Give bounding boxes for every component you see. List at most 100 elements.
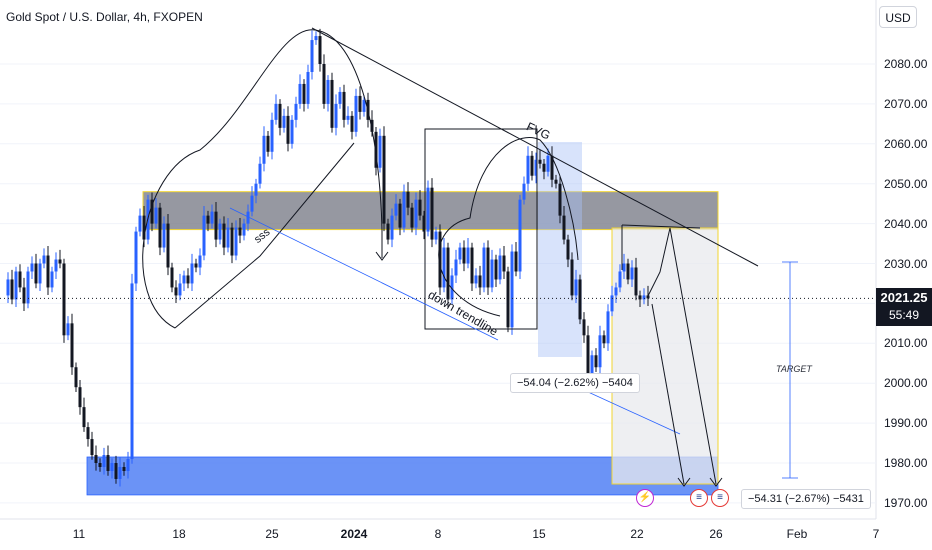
candle-body <box>142 215 146 240</box>
candle-body <box>86 427 90 440</box>
candle-body <box>98 463 102 467</box>
candle-body <box>638 295 642 300</box>
candle-body <box>6 279 10 296</box>
lightning-event-icon[interactable]: ⚡ <box>636 489 654 507</box>
candle-body <box>202 215 206 256</box>
measure-label-1[interactable]: −54.04 (−2.62%) −5404 <box>510 373 640 393</box>
pattern-curve-1 <box>142 29 383 329</box>
candle-body <box>530 155 534 176</box>
candle-body <box>506 271 510 328</box>
sss-line <box>174 142 355 329</box>
price-label: 2000.00 <box>884 376 928 391</box>
candle-body <box>414 199 418 228</box>
candle-body <box>110 463 114 471</box>
candle-body <box>574 279 578 296</box>
projection-path-2 <box>651 303 685 485</box>
candle-body <box>258 163 262 184</box>
candle-body <box>50 271 54 288</box>
price-label: 2080.00 <box>884 57 928 71</box>
price-label: 2040.00 <box>884 216 928 231</box>
candle-body <box>278 103 282 128</box>
candle-body <box>426 187 430 232</box>
candle-body <box>274 103 278 120</box>
candle-body <box>62 263 66 336</box>
candle-body <box>166 223 170 268</box>
candle-body <box>42 255 46 264</box>
candle-body <box>430 187 434 240</box>
bar-countdown: 55:49 <box>888 308 920 322</box>
candle-body <box>486 247 490 288</box>
candle-body <box>30 263 34 272</box>
candle-body <box>186 275 190 284</box>
us-flag-event-icon-2[interactable]: ≡ <box>711 489 729 507</box>
candle-body <box>298 83 302 104</box>
candle-body <box>446 247 450 300</box>
price-label: 1970.00 <box>884 495 928 510</box>
currency-button[interactable]: USD <box>879 6 917 28</box>
candle-body <box>402 191 406 228</box>
candle-body <box>478 275 482 288</box>
candle-body <box>90 439 94 456</box>
main-down-trendline <box>311 27 759 267</box>
time-label: 25 <box>265 527 279 541</box>
candle-body <box>542 163 546 172</box>
candle-body <box>10 279 14 300</box>
measure-label-2[interactable]: −54.31 (−2.67%) −5431 <box>741 489 871 509</box>
candle-body <box>522 183 526 200</box>
candle-body <box>162 223 166 248</box>
candle-body <box>418 199 422 216</box>
candle-body <box>358 95 362 112</box>
candle-body <box>514 251 518 272</box>
current-price-value: 2021.25 <box>880 290 928 305</box>
projection-arrowhead-2 <box>709 477 723 487</box>
target-projection-box <box>611 227 719 485</box>
candle-body <box>318 36 322 64</box>
candle-body <box>578 279 582 320</box>
candle-body <box>618 271 622 288</box>
candle-body <box>538 159 542 164</box>
price-label: 1990.00 <box>884 416 928 431</box>
candle-body <box>322 64 326 104</box>
candle-body <box>646 295 650 299</box>
candle-body <box>214 211 218 240</box>
us-flag-event-icon[interactable]: ≡ <box>690 489 708 507</box>
target-label[interactable]: TARGET <box>776 364 812 374</box>
candle-body <box>34 263 38 284</box>
candle-body <box>94 455 98 463</box>
candle-body <box>462 247 466 264</box>
candle-body <box>114 463 118 479</box>
candle-body <box>46 255 50 288</box>
candle-body <box>126 459 130 471</box>
candle-body <box>170 267 174 288</box>
candle-body <box>250 195 254 212</box>
candle-body <box>590 355 594 376</box>
candle-body <box>270 119 274 152</box>
candle-body <box>550 155 554 180</box>
candle-body <box>198 255 202 268</box>
candle-body <box>594 355 598 368</box>
candle-body <box>178 283 182 296</box>
candle-body <box>286 115 290 144</box>
candle-body <box>378 135 382 168</box>
pattern-curve-2 <box>438 137 579 317</box>
symbol-title[interactable]: Gold Spot / U.S. Dollar, 4h, FXOPEN <box>6 10 203 24</box>
candle-body <box>314 36 318 41</box>
candle-body <box>466 247 470 264</box>
candle-body <box>66 323 70 336</box>
projection-arrowhead-1 <box>677 477 691 487</box>
candle-body <box>354 95 358 132</box>
candle-body <box>262 135 266 164</box>
candle-body <box>562 215 566 240</box>
candle-body <box>582 319 586 336</box>
candle-body <box>362 99 366 112</box>
candle-body <box>534 159 538 176</box>
candle-body <box>642 295 646 300</box>
time-label: 7 <box>872 527 880 541</box>
candle-body <box>182 275 186 284</box>
candle-body <box>338 91 342 104</box>
candle-body <box>482 247 486 288</box>
candle-body <box>230 227 234 256</box>
candle-body <box>130 283 134 460</box>
